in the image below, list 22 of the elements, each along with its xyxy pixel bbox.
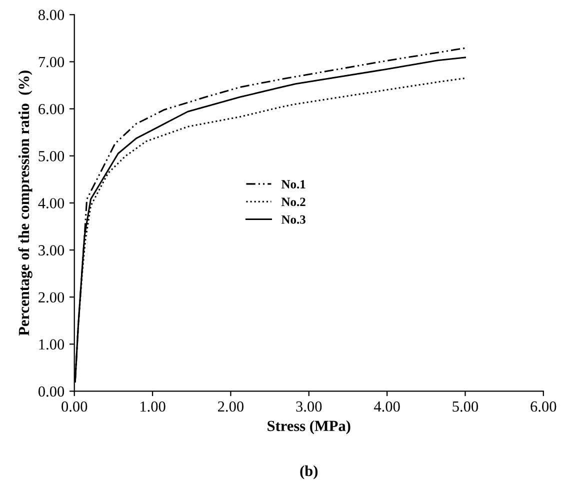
y-axis-title: Percentage of the compression ratio (%) (18, 70, 32, 336)
x-tick-label: 3.00 (296, 401, 322, 412)
x-tick-label: 2.00 (218, 401, 244, 412)
x-tick-label: 0.00 (62, 401, 88, 412)
x-axis-title: Stress (MPa) (268, 420, 350, 434)
y-tick-label: 2.00 (38, 292, 64, 303)
x-tick-label: 4.00 (374, 401, 400, 412)
x-tick-label: 5.00 (452, 401, 478, 412)
legend-label: No.3 (281, 215, 306, 224)
x-tick-label: 6.00 (530, 401, 556, 412)
legend-label: No.2 (281, 198, 306, 206)
y-tick-label: 8.00 (38, 10, 64, 20)
legend-label: No.1 (281, 180, 306, 188)
y-tick-label: 7.00 (38, 56, 64, 68)
y-tick-label: 6.00 (38, 104, 64, 114)
y-tick-label: 5.00 (38, 151, 64, 162)
y-tick-label: 4.00 (38, 198, 64, 208)
y-tick-label: 3.00 (38, 245, 64, 256)
y-tick-label: 0.00 (38, 386, 64, 397)
y-tick-label: 1.00 (39, 339, 64, 350)
x-tick-label: 1.00 (140, 401, 166, 412)
text: (b) (300, 465, 318, 480)
